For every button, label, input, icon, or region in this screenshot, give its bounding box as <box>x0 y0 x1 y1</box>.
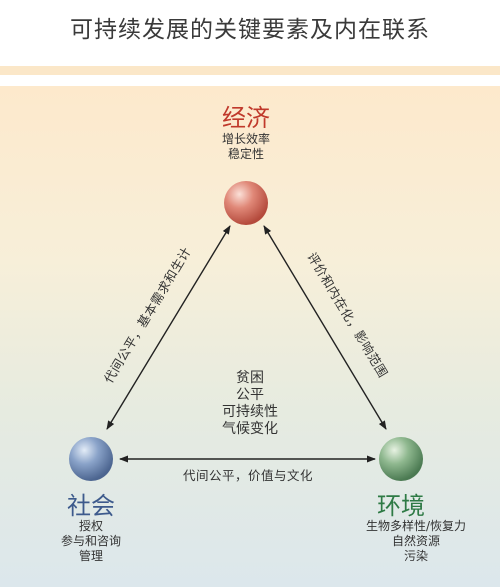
page-title: 可持续发展的关键要素及内在联系 <box>70 17 430 43</box>
center-item: 公平 <box>236 387 264 403</box>
center-item: 贫困 <box>236 370 264 386</box>
environment-items: 生物多样性/恢复力 自然资源 污染 <box>346 519 486 564</box>
environment-item: 自然资源 <box>391 534 440 548</box>
economy-item: 稳定性 <box>227 147 264 161</box>
center-item: 气候变化 <box>222 421 278 437</box>
society-item: 授权 <box>78 519 103 533</box>
arrow-economy-environment <box>263 225 387 430</box>
center-issues: 贫困 公平 可持续性 气候变化 <box>170 370 330 438</box>
environment-node-sphere <box>379 437 423 481</box>
center-item: 可持续性 <box>222 404 278 420</box>
edge-label-society-environment: 代间公平，价值与文化 <box>182 468 313 483</box>
society-item: 参与和咨询 <box>60 534 121 548</box>
economy-items: 增长效率 稳定性 <box>186 132 306 162</box>
environment-item: 污染 <box>403 549 428 563</box>
economy-item: 增长效率 <box>221 132 270 146</box>
society-item: 管理 <box>78 549 103 563</box>
header-band <box>0 66 500 75</box>
arrow-economy-society <box>106 225 231 430</box>
environment-item: 生物多样性/恢复力 <box>365 519 467 533</box>
society-label: 社会 <box>67 492 115 520</box>
economy-node-sphere <box>224 181 268 225</box>
environment-label: 环境 <box>377 492 425 520</box>
society-node-sphere <box>69 437 113 481</box>
diagram-background <box>0 86 500 587</box>
economy-label: 经济 <box>222 104 270 132</box>
society-items: 授权 参与和咨询 管理 <box>31 519 151 564</box>
